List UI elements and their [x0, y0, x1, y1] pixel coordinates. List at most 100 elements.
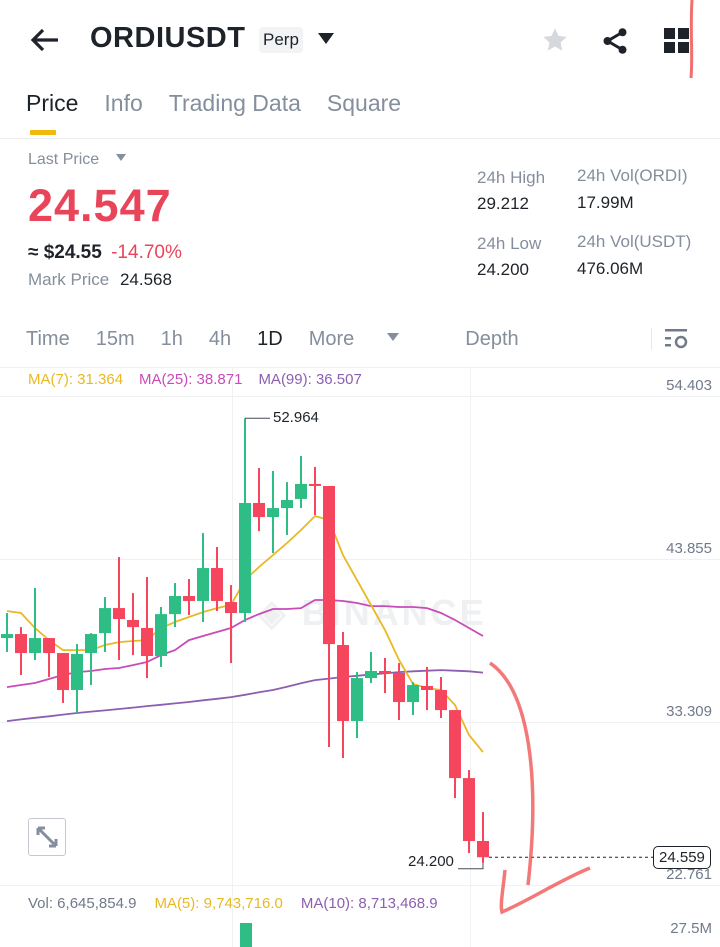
candle-body: [281, 500, 293, 509]
candle-body: [85, 634, 97, 654]
stat-value: 17.99M: [577, 193, 634, 212]
candle-body: [169, 596, 181, 615]
chart-settings-icon[interactable]: [665, 328, 689, 350]
main-tabs: Price Info Trading Data Square: [26, 90, 402, 135]
timeframe-1d[interactable]: 1D: [257, 328, 283, 350]
vol-ma10-label: MA(10): 8,713,468.9: [300, 895, 438, 912]
more-label: More: [308, 328, 355, 350]
candle-body: [183, 596, 195, 601]
divider: [0, 138, 720, 139]
timeframe-1h[interactable]: 1h: [160, 328, 183, 350]
candle-body: [197, 568, 209, 601]
candle-body: [113, 608, 125, 620]
gridline: [0, 885, 720, 886]
chevron-down-icon: [115, 154, 126, 161]
y-tick: 43.855: [666, 540, 712, 557]
candle-body: [225, 602, 237, 614]
candle-body: [57, 653, 69, 690]
last-price: 24.547: [28, 180, 172, 231]
candle-body: [365, 670, 377, 679]
candle-body: [421, 685, 433, 690]
symbol-title[interactable]: ORDIUSDT: [90, 22, 246, 54]
divider: [651, 328, 652, 350]
stat-label: 24h Vol(USDT): [577, 232, 692, 251]
ma25-label: MA(25): 38.871: [139, 371, 243, 388]
candle-body: [211, 568, 223, 601]
candle-body: [239, 502, 251, 614]
arrow-left-icon: [30, 28, 58, 52]
timeframe-15m[interactable]: 15m: [95, 328, 135, 350]
candle-body: [1, 634, 13, 639]
candle-body: [309, 483, 321, 486]
grid-icon[interactable]: [664, 28, 690, 54]
volume-bar: [240, 923, 252, 947]
last-price-tag: 24.559: [653, 846, 711, 869]
candle-body: [435, 689, 447, 711]
approx-usd: ≈ $24.55: [28, 242, 102, 263]
mark-price-value: 24.568: [119, 270, 172, 289]
ma7-label: MA(7): 31.364: [28, 371, 124, 388]
low-label: 24.200: [408, 853, 454, 870]
stat-value: 476.06M: [577, 259, 644, 278]
candle-body: [337, 645, 349, 722]
stat-value: 29.212: [477, 194, 529, 213]
ma-legend: MA(7): 31.364 MA(25): 38.871 MA(99): 36.…: [28, 371, 362, 388]
candle-body: [71, 653, 83, 690]
share-icon[interactable]: [600, 26, 630, 56]
gridline: [0, 367, 720, 368]
candle-body: [253, 502, 265, 518]
chevron-down-icon: [387, 333, 400, 341]
y-tick: 33.309: [666, 703, 712, 720]
stat-label: 24h Low: [477, 234, 542, 253]
timeframe-depth[interactable]: Depth: [465, 328, 519, 350]
vol-ma5-label: MA(5): 9,743,716.0: [154, 895, 283, 912]
candle-body: [141, 628, 153, 656]
candle-body: [43, 638, 55, 654]
tab-price[interactable]: Price: [26, 90, 79, 135]
gridline: [0, 722, 720, 723]
ma99-line: [6, 669, 484, 722]
candle-body: [295, 483, 307, 499]
tab-info[interactable]: Info: [104, 90, 143, 116]
candle-body: [351, 678, 363, 722]
y-tick: 54.403: [666, 377, 712, 394]
gridline: [0, 559, 720, 560]
stat-label: 24h Vol(ORDI): [577, 166, 688, 185]
timeframe-more[interactable]: More: [309, 328, 426, 351]
y-tick: 22.761: [666, 866, 712, 883]
candle-body: [29, 638, 41, 654]
candle-body: [407, 685, 419, 703]
candle-body: [127, 619, 139, 628]
candle-body: [477, 840, 489, 858]
candle-body: [323, 485, 335, 645]
tab-square[interactable]: Square: [326, 90, 402, 116]
timeframe-4h[interactable]: 4h: [208, 328, 232, 350]
star-icon[interactable]: [540, 26, 570, 54]
candle-body: [267, 508, 279, 518]
candle-body: [379, 670, 391, 673]
candle-body: [393, 672, 405, 703]
contract-badge: Perp: [259, 27, 303, 53]
gridline: [0, 396, 720, 397]
stat-label: 24h High: [477, 168, 546, 187]
candle-body: [463, 778, 475, 841]
price-type-label: Last Price: [28, 151, 100, 168]
price-type-selector[interactable]: Last Price: [28, 151, 126, 169]
timeframe-time[interactable]: Time: [26, 328, 70, 350]
low-marker-line: [458, 862, 484, 870]
volume-legend: Vol: 6,645,854.9 MA(5): 9,743,716.0 MA(1…: [28, 895, 438, 912]
back-button[interactable]: [28, 24, 62, 56]
tab-trading-data[interactable]: Trading Data: [168, 90, 301, 116]
mark-price-label: Mark Price: [28, 270, 110, 289]
candle-body: [99, 608, 111, 634]
candle-body: [155, 614, 167, 656]
fullscreen-button[interactable]: [28, 818, 66, 856]
expand-icon: [36, 826, 58, 848]
volume-y-tick: 27.5M: [670, 920, 712, 937]
ma99-label: MA(99): 36.507: [258, 371, 362, 388]
candle-body: [449, 710, 461, 779]
symbol-dropdown-icon[interactable]: [318, 33, 334, 44]
price-change-row: ≈ $24.55 -14.70%: [28, 242, 182, 264]
high-label: 52.964: [273, 409, 319, 426]
